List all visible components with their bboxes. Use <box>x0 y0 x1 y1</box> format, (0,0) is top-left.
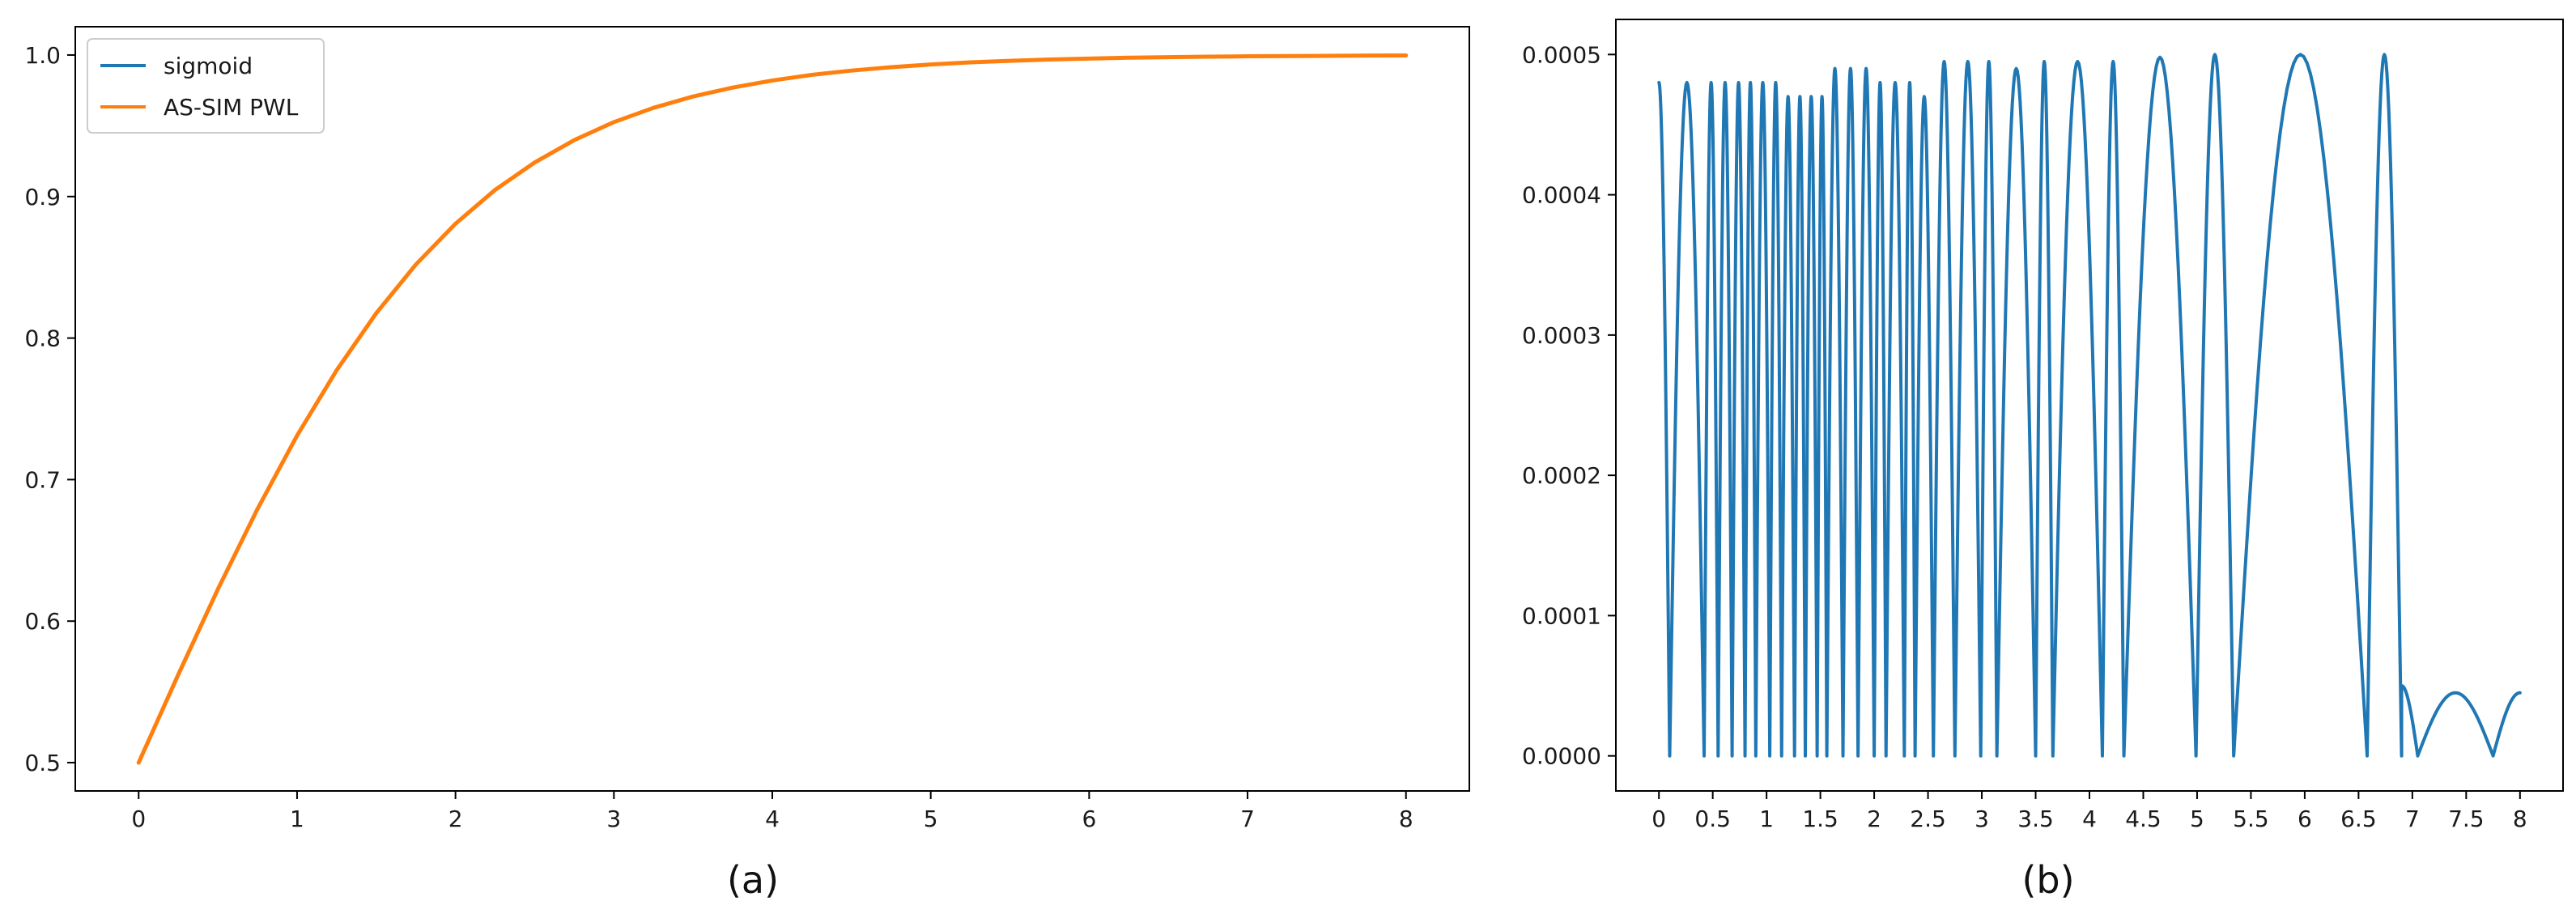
panel-a-xtick-label: 5 <box>924 806 938 832</box>
panel-b-ytick-label: 0.0000 <box>1522 743 1601 770</box>
panel-b: 0.0000 0.0001 0.0002 0.0003 0.0004 0.0005 0 0.… <box>1522 19 2564 902</box>
panel-b-xtick-label: 4.5 <box>2125 806 2162 832</box>
panel-b-xtick-label: 7 <box>2405 806 2420 832</box>
panel-b-ytick-label: 0.0005 <box>1522 41 1601 68</box>
panel-b-x-axis: 0 0.5 1 1.5 2 2.5 3 3.5 4 4.5 5 5.5 6 6.5 7 7.5 8 <box>1651 791 2527 832</box>
panel-a-xtick-label: 1 <box>290 806 304 832</box>
panel-a-legend: sigmoid AS-SIM PWL <box>87 38 325 134</box>
panel-a-xtick-label: 3 <box>606 806 621 832</box>
panel-a-xtick-label: 4 <box>765 806 780 832</box>
panel-b-xtick-label: 7.5 <box>2448 806 2485 832</box>
legend-box <box>87 38 325 134</box>
series-line-approximation-error <box>1657 53 2522 758</box>
panel-a-ytick-label: 0.5 <box>24 750 61 776</box>
panel-b-series-layer <box>1657 53 2522 758</box>
panel-a-series-layer <box>136 53 1409 765</box>
panel-b-y-axis: 0.0000 0.0001 0.0002 0.0003 0.0004 0.0005 <box>1522 41 1616 770</box>
panel-b-xtick-label: 5 <box>2190 806 2204 832</box>
panel-a-ytick-label: 0.6 <box>24 608 61 635</box>
panel-b-ytick-label: 0.0004 <box>1522 182 1601 209</box>
panel-b-xtick-label: 4 <box>2082 806 2097 832</box>
panel-b-xtick-label: 1.5 <box>1802 806 1838 832</box>
panel-a-xtick-label: 7 <box>1240 806 1255 832</box>
panel-b-xtick-label: 3 <box>1975 806 1989 832</box>
panel-a-ytick-label: 0.9 <box>24 184 61 210</box>
panel-a-x-axis: 0 1 2 3 4 5 6 7 8 <box>131 791 1413 832</box>
panel-b-xtick-label: 6.5 <box>2340 806 2377 832</box>
panel-a-xtick-label: 0 <box>131 806 146 832</box>
panel-a-caption: (a) <box>727 858 779 902</box>
legend-label-pwl: AS-SIM PWL <box>164 94 299 121</box>
panel-b-ytick-label: 0.0002 <box>1522 462 1601 489</box>
panel-a-ytick-label: 0.8 <box>24 325 61 352</box>
panel-a-xtick-label: 6 <box>1082 806 1096 832</box>
panel-b-ytick-label: 0.0003 <box>1522 322 1601 349</box>
panel-b-caption: (b) <box>2021 858 2074 902</box>
panel-b-xtick-label: 0.5 <box>1694 806 1731 832</box>
panel-b-xtick-label: 0 <box>1651 806 1666 832</box>
panel-a: 0.5 0.6 0.7 0.8 0.9 1.0 0 1 2 3 4 5 6 7 8 sigmoid AS-… <box>24 26 1470 902</box>
panel-b-xtick-label: 2 <box>1867 806 1881 832</box>
panel-b-xtick-label: 5.5 <box>2233 806 2269 832</box>
panel-b-ytick-label: 0.0001 <box>1522 602 1601 629</box>
panel-a-xtick-label: 2 <box>448 806 463 832</box>
panel-a-xtick-label: 8 <box>1399 806 1413 832</box>
panel-b-xtick-label: 6 <box>2298 806 2312 832</box>
panel-b-xtick-label: 3.5 <box>2017 806 2054 832</box>
panel-b-xtick-label: 2.5 <box>1910 806 1946 832</box>
panel-b-xtick-label: 1 <box>1759 806 1774 832</box>
panel-a-ytick-label: 1.0 <box>24 42 61 69</box>
legend-label-sigmoid: sigmoid <box>164 53 253 79</box>
panel-b-xtick-label: 8 <box>2513 806 2527 832</box>
panel-a-y-axis: 0.5 0.6 0.7 0.8 0.9 1.0 <box>24 42 75 776</box>
panel-a-ytick-label: 0.7 <box>24 466 61 493</box>
series-line-as-sim-pwl <box>136 53 1409 765</box>
